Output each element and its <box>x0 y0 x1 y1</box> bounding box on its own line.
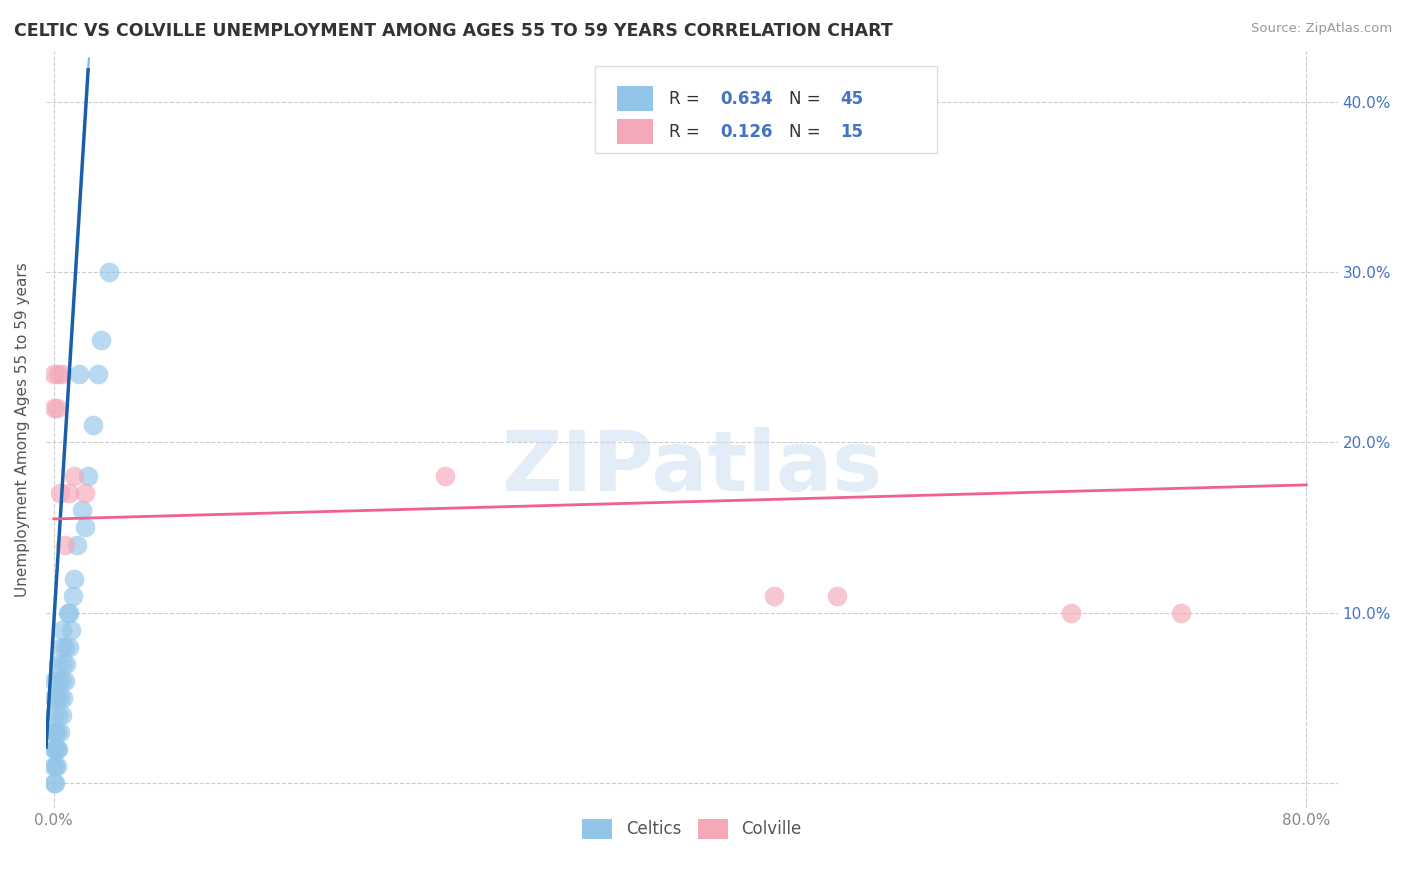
Point <box>49 724 72 739</box>
Bar <box>617 119 652 144</box>
Text: R =: R = <box>669 90 704 108</box>
Point <box>82 418 104 433</box>
Point <box>45 742 67 756</box>
Point <box>42 742 65 756</box>
Point <box>56 606 79 620</box>
Point <box>42 401 65 416</box>
Point <box>48 368 70 382</box>
Point <box>49 486 72 500</box>
Point <box>42 690 65 705</box>
Point <box>48 673 70 688</box>
Point <box>48 657 70 671</box>
Point <box>70 503 93 517</box>
Point <box>42 724 65 739</box>
Point <box>86 368 108 382</box>
Y-axis label: Unemployment Among Ages 55 to 59 years: Unemployment Among Ages 55 to 59 years <box>15 262 30 597</box>
Point <box>58 486 80 500</box>
Bar <box>617 87 652 112</box>
Text: N =: N = <box>789 90 825 108</box>
Point <box>51 673 73 688</box>
Point <box>42 759 65 773</box>
Text: 45: 45 <box>841 90 863 108</box>
Point <box>42 776 65 790</box>
Point <box>42 707 65 722</box>
Point <box>825 589 848 603</box>
Point <box>48 742 70 756</box>
Point <box>51 368 73 382</box>
FancyBboxPatch shape <box>595 66 938 153</box>
Point <box>49 690 72 705</box>
Point <box>58 640 80 654</box>
Point <box>97 265 120 279</box>
Point <box>44 742 66 756</box>
Point <box>63 572 86 586</box>
Point <box>52 657 75 671</box>
Point <box>48 707 70 722</box>
Point <box>45 724 67 739</box>
Text: 0.634: 0.634 <box>720 90 773 108</box>
Point <box>52 690 75 705</box>
Point <box>51 707 73 722</box>
Point <box>45 401 67 416</box>
Point <box>58 606 80 620</box>
Point <box>42 673 65 688</box>
Point <box>42 368 65 382</box>
Point <box>44 724 66 739</box>
Text: R =: R = <box>669 123 704 141</box>
Text: 0.126: 0.126 <box>720 123 773 141</box>
Point <box>1170 606 1192 620</box>
Point <box>51 623 73 637</box>
Point <box>51 640 73 654</box>
Point <box>66 537 89 551</box>
Text: N =: N = <box>789 123 825 141</box>
Point <box>53 537 76 551</box>
Point <box>53 640 76 654</box>
Text: 15: 15 <box>841 123 863 141</box>
Text: CELTIC VS COLVILLE UNEMPLOYMENT AMONG AGES 55 TO 59 YEARS CORRELATION CHART: CELTIC VS COLVILLE UNEMPLOYMENT AMONG AG… <box>14 22 893 40</box>
Point <box>44 759 66 773</box>
Legend: Celtics, Colville: Celtics, Colville <box>575 812 808 846</box>
Point <box>75 520 97 534</box>
Text: Source: ZipAtlas.com: Source: ZipAtlas.com <box>1251 22 1392 36</box>
Point <box>55 657 77 671</box>
Point <box>63 469 86 483</box>
Point <box>60 623 83 637</box>
Text: ZIPatlas: ZIPatlas <box>502 427 883 508</box>
Point <box>434 469 457 483</box>
Point <box>44 776 66 790</box>
Point <box>53 673 76 688</box>
Point <box>77 469 100 483</box>
Point <box>1060 606 1083 620</box>
Point <box>45 759 67 773</box>
Point <box>762 589 785 603</box>
Point <box>62 589 84 603</box>
Point <box>67 368 90 382</box>
Point <box>45 690 67 705</box>
Point <box>75 486 97 500</box>
Point <box>90 333 112 347</box>
